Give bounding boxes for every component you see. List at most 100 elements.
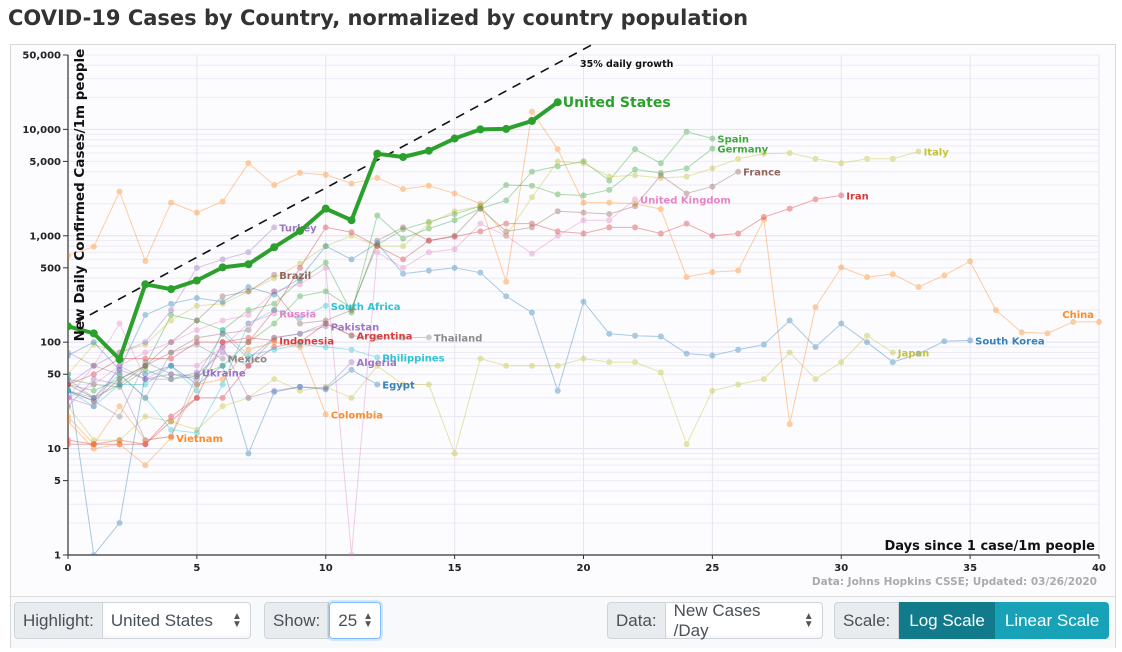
data-point	[400, 186, 407, 193]
y-tick-label: 10,000	[22, 125, 61, 136]
data-point	[68, 387, 71, 394]
data-point	[142, 381, 149, 388]
data-point	[68, 381, 71, 388]
series-line	[68, 194, 842, 445]
growth-reference-label: 35% daily growth	[580, 59, 674, 70]
data-point	[219, 381, 226, 388]
data-point	[68, 381, 71, 388]
data-point	[374, 241, 381, 248]
linear-scale-button[interactable]: Linear Scale	[994, 602, 1110, 639]
series-line	[68, 171, 739, 402]
data-point	[528, 108, 535, 115]
data-point	[271, 182, 278, 189]
data-point	[812, 304, 819, 311]
data-point	[90, 371, 97, 378]
highlight-select[interactable]: United States ▲ ▼	[102, 602, 251, 639]
data-point	[632, 166, 639, 173]
data-point	[632, 196, 639, 203]
data-point	[657, 174, 664, 181]
data-point	[219, 355, 226, 362]
data-point	[193, 373, 200, 380]
data-point	[296, 341, 303, 348]
data-point	[735, 230, 742, 237]
data-point	[296, 383, 303, 390]
data-point	[116, 381, 123, 388]
data-point	[606, 211, 613, 218]
data-point	[219, 344, 226, 351]
data-group: Data: New Cases /Day ▲ ▼	[607, 600, 823, 640]
data-point	[245, 352, 252, 359]
data-point	[116, 371, 123, 378]
data-point	[90, 437, 97, 444]
data-point	[296, 314, 303, 321]
data-point	[168, 300, 175, 307]
data-point	[554, 146, 561, 153]
y-tick-label: 5,000	[29, 157, 61, 168]
data-point	[322, 320, 329, 327]
data-point	[168, 418, 175, 425]
x-tick-label: 20	[577, 563, 591, 574]
data-point	[709, 269, 716, 276]
data-point	[168, 312, 175, 319]
series-line	[68, 337, 275, 385]
data-point	[322, 264, 329, 271]
highlight-label: Highlight:	[14, 602, 103, 639]
data-point	[193, 373, 200, 380]
data-point	[296, 339, 303, 346]
data-point	[219, 344, 226, 351]
data-value: New Cases /Day	[673, 600, 761, 640]
data-point	[296, 387, 303, 394]
data-point	[271, 300, 278, 307]
data-point	[425, 225, 432, 232]
series-france	[68, 168, 742, 405]
data-point	[477, 228, 484, 235]
data-point	[606, 359, 613, 366]
data-point	[528, 194, 535, 201]
data-point	[425, 182, 432, 189]
data-point	[271, 320, 278, 327]
show-select[interactable]: 25 ▲ ▼	[329, 602, 382, 639]
data-point	[90, 381, 97, 388]
data-point	[142, 437, 149, 444]
series-vietnam	[68, 418, 175, 469]
data-point	[400, 226, 407, 233]
series-label: Ukraine	[202, 368, 246, 379]
data-point	[116, 320, 123, 327]
data-point	[244, 260, 253, 269]
series-line	[68, 111, 1099, 425]
log-scale-button[interactable]: Log Scale	[899, 602, 995, 639]
data-point	[219, 198, 226, 205]
x-tick-label: 25	[705, 563, 719, 574]
series-label: Germany	[717, 145, 768, 156]
data-select[interactable]: New Cases /Day ▲ ▼	[665, 600, 823, 640]
data-point	[657, 333, 664, 340]
data-point	[168, 307, 175, 314]
series-line	[68, 322, 352, 445]
data-point	[219, 293, 226, 300]
data-point	[606, 173, 613, 180]
data-point	[477, 355, 484, 362]
series-philippines	[68, 327, 381, 410]
series-line	[68, 369, 198, 399]
data-point	[219, 298, 226, 305]
data-point	[168, 355, 175, 362]
data-point	[838, 160, 845, 167]
data-point	[992, 307, 999, 314]
data-point	[554, 208, 561, 215]
data-point	[1044, 330, 1051, 337]
series-line	[68, 305, 326, 434]
data-point	[967, 337, 974, 344]
data-point	[296, 344, 303, 351]
data-point	[115, 355, 124, 364]
data-point	[374, 237, 381, 244]
data-point	[502, 124, 511, 133]
data-point	[296, 275, 303, 282]
data-point	[348, 229, 355, 236]
data-point	[168, 362, 175, 369]
data-point	[322, 323, 329, 330]
y-tick-label: 1,000	[29, 231, 61, 242]
data-point	[245, 362, 252, 369]
data-point	[90, 445, 97, 452]
series-brazil	[68, 271, 278, 401]
series-line	[68, 341, 327, 445]
